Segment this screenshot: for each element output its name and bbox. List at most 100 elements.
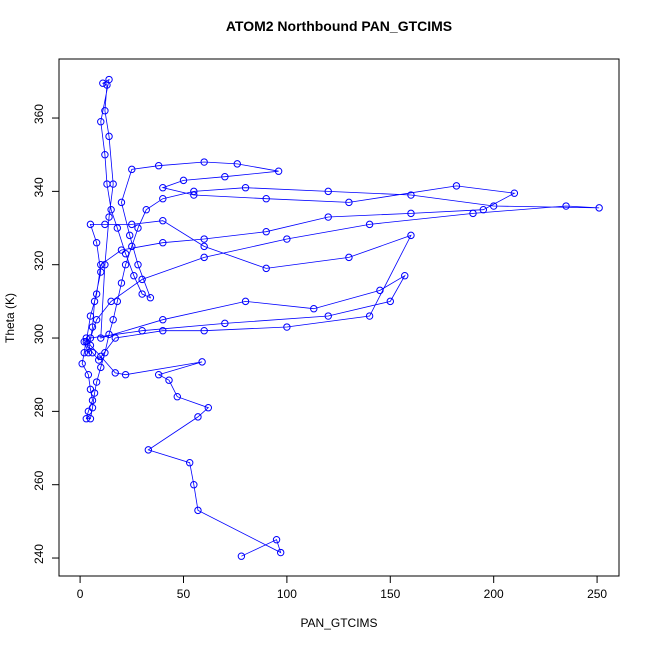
point — [117, 246, 126, 254]
point — [365, 312, 374, 320]
point — [86, 220, 95, 229]
point — [101, 151, 109, 159]
point — [562, 202, 570, 210]
point — [200, 327, 208, 335]
point — [113, 224, 122, 232]
point — [324, 312, 332, 320]
point — [324, 187, 332, 196]
point — [101, 261, 109, 269]
point — [84, 349, 93, 357]
point — [194, 506, 202, 515]
point — [241, 297, 250, 306]
point — [283, 235, 291, 243]
point — [144, 446, 153, 454]
point — [185, 459, 194, 467]
y-tick-label: 280 — [32, 397, 46, 417]
point — [190, 481, 198, 489]
point — [407, 231, 415, 240]
point — [310, 305, 318, 313]
point — [101, 220, 109, 229]
point — [121, 250, 130, 258]
point — [134, 261, 142, 269]
point — [401, 272, 409, 280]
point — [97, 352, 105, 361]
point — [105, 213, 113, 221]
point — [146, 294, 155, 302]
x-tick-label: 0 — [77, 587, 84, 601]
point — [101, 349, 109, 357]
point — [190, 191, 198, 199]
point — [345, 253, 353, 262]
point — [128, 242, 136, 251]
point — [86, 334, 95, 342]
point — [241, 184, 250, 192]
point — [92, 239, 101, 247]
point — [159, 239, 167, 247]
point — [198, 358, 206, 366]
point — [130, 272, 138, 280]
point — [111, 369, 119, 377]
point — [134, 224, 142, 232]
point — [272, 536, 281, 544]
point — [80, 338, 88, 346]
point — [376, 286, 384, 295]
point — [105, 132, 113, 141]
point — [221, 319, 229, 328]
y-axis-label: Theta (K) — [3, 293, 17, 343]
point — [105, 75, 113, 84]
point — [121, 371, 130, 379]
chart-title: ATOM2 Northbound PAN_GTCIMS — [226, 18, 452, 34]
y-tick-label: 260 — [32, 470, 46, 490]
point — [78, 360, 86, 368]
point — [386, 297, 394, 306]
point — [88, 396, 97, 405]
point — [95, 356, 103, 364]
point — [324, 213, 332, 221]
point — [109, 316, 117, 324]
point — [469, 209, 477, 218]
point — [99, 79, 107, 87]
plot-box — [58, 58, 620, 577]
point — [154, 371, 163, 379]
point — [92, 290, 101, 298]
x-tick-label: 50 — [177, 587, 191, 601]
point — [365, 220, 374, 229]
point — [154, 162, 163, 170]
point — [204, 404, 213, 412]
point — [84, 371, 93, 379]
point — [159, 217, 167, 225]
point — [262, 228, 270, 236]
point — [179, 176, 188, 185]
point — [97, 261, 105, 269]
point — [200, 158, 208, 166]
y-tick-label: 300 — [32, 324, 46, 344]
point — [262, 264, 270, 273]
point — [159, 327, 167, 335]
point — [86, 415, 95, 423]
point — [221, 173, 229, 181]
x-tick-label: 150 — [380, 587, 400, 601]
point — [101, 107, 109, 115]
point — [274, 167, 283, 175]
x-axis-label: PAN_GTCIMS — [300, 616, 377, 630]
y-tick-label: 320 — [32, 250, 46, 270]
point — [90, 389, 99, 397]
point — [97, 334, 105, 342]
point — [88, 349, 97, 357]
point — [121, 261, 130, 269]
point — [88, 404, 97, 412]
point — [138, 275, 146, 284]
point — [88, 323, 97, 331]
point — [107, 206, 115, 214]
point — [90, 297, 99, 306]
point — [82, 338, 90, 346]
point — [200, 253, 208, 262]
point — [165, 376, 173, 384]
point — [173, 393, 181, 401]
point — [84, 407, 93, 416]
point — [159, 316, 167, 324]
point — [103, 180, 111, 188]
point — [479, 206, 488, 214]
